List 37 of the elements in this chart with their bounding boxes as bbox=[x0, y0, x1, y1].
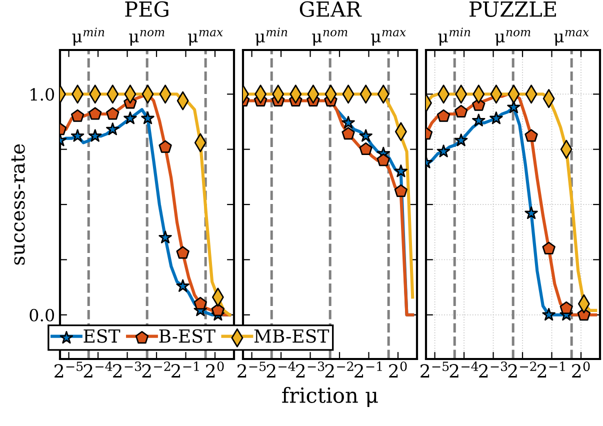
x-tick-label: 2$^{−2}$ bbox=[142, 362, 170, 378]
x-tick-label: 2$^{−3}$ bbox=[479, 362, 508, 378]
x-tick-label: 2$^{−2}$ bbox=[508, 362, 536, 378]
ref-line-label: μ$^{max}$ bbox=[371, 30, 406, 46]
ref-line-label: μ$^{min}$ bbox=[72, 28, 104, 46]
x-tick-label: 2$^{−4}$ bbox=[266, 362, 296, 378]
x-axis-title: friction μ bbox=[282, 386, 378, 408]
y-tick-label: 0.0 bbox=[30, 308, 54, 322]
x-tick-label: 2$^{−2}$ bbox=[325, 362, 354, 378]
ref-line-label: μ$^{nom}$ bbox=[129, 30, 164, 46]
chart-title: PUZZLE bbox=[470, 1, 556, 17]
x-tick-label: 2$^{−1}$ bbox=[538, 362, 565, 378]
chart-title: GEAR bbox=[300, 1, 362, 17]
x-tick-label: 2$^{−3}$ bbox=[113, 362, 142, 378]
ref-line-label: μ$^{nom}$ bbox=[312, 30, 348, 46]
legend-label: B-EST bbox=[159, 329, 216, 343]
x-tick-label: 2$^{−5}$ bbox=[238, 362, 266, 378]
x-tick-label: 2$^{0}$ bbox=[572, 362, 590, 378]
x-tick-label: 2$^{0}$ bbox=[206, 362, 224, 378]
legend-label: EST bbox=[84, 329, 120, 343]
y-axis-title: success-rate bbox=[11, 144, 25, 265]
y-tick-label: 1.0 bbox=[30, 88, 54, 101]
ref-line-label: μ$^{max}$ bbox=[188, 30, 223, 46]
ref-line-label: μ$^{min}$ bbox=[438, 28, 470, 46]
x-tick-label: 2$^{−4}$ bbox=[84, 362, 112, 378]
x-tick-label: 2$^{−3}$ bbox=[296, 362, 324, 378]
x-tick-label: 2$^{−5}$ bbox=[420, 362, 449, 378]
x-tick-label: 2$^{0}$ bbox=[389, 362, 407, 378]
ref-line-label: μ$^{nom}$ bbox=[495, 30, 530, 46]
chart-title: PEG bbox=[125, 1, 168, 17]
x-tick-label: 2$^{−4}$ bbox=[450, 362, 478, 378]
x-tick-label: 2$^{−5}$ bbox=[54, 362, 83, 378]
x-tick-label: 2$^{−1}$ bbox=[172, 362, 199, 378]
legend-label: MB-EST bbox=[254, 329, 330, 343]
x-tick-label: 2$^{−1}$ bbox=[354, 362, 382, 378]
ref-line-label: μ$^{min}$ bbox=[255, 28, 288, 46]
ref-line-label: μ$^{max}$ bbox=[554, 30, 589, 46]
